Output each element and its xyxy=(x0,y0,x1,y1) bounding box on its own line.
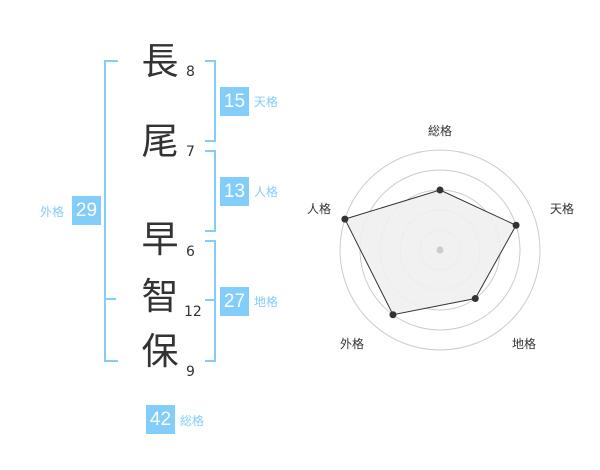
soukaku-value: 42 xyxy=(146,405,175,434)
gaikaku-bracket-tick xyxy=(104,298,116,300)
tenkaku-label: 天格 xyxy=(254,95,279,109)
jinkaku-bracket xyxy=(205,150,216,232)
gaikaku-value: 29 xyxy=(72,196,101,225)
jinkaku-value: 13 xyxy=(220,177,249,206)
radar-axis-label: 外格 xyxy=(340,337,365,351)
chikaku-label: 地格 xyxy=(254,295,279,309)
radar-axis-label: 総格 xyxy=(428,124,453,138)
stroke-count: 12 xyxy=(184,304,202,320)
radar-ring xyxy=(339,149,541,351)
radar-point xyxy=(471,295,479,303)
radar-axis-label: 天格 xyxy=(550,202,575,216)
radar-center xyxy=(436,246,444,254)
radar-axis-label: 地格 xyxy=(512,337,537,351)
name-char: 尾 xyxy=(141,120,179,163)
name-char: 長 xyxy=(141,40,179,83)
chikaku-bracket xyxy=(205,240,216,362)
chikaku-bracket-tick xyxy=(205,299,215,301)
stroke-count: 8 xyxy=(186,64,195,80)
gaikaku-label: 外格 xyxy=(40,205,65,219)
radar-area xyxy=(344,189,517,316)
stroke-count: 9 xyxy=(186,364,195,380)
tenkaku-bracket xyxy=(205,60,216,142)
gaikaku-bracket xyxy=(104,60,118,362)
stroke-count: 6 xyxy=(186,244,195,260)
radar-axis-label: 人格 xyxy=(307,202,332,216)
radar-point xyxy=(389,311,397,319)
chikaku-value: 27 xyxy=(220,287,249,316)
soukaku-label: 総格 xyxy=(180,414,205,428)
jinkaku-label: 人格 xyxy=(254,185,279,199)
name-char: 智 xyxy=(141,275,179,318)
name-char: 早 xyxy=(141,218,179,261)
tenkaku-value: 15 xyxy=(220,87,249,116)
name-char: 保 xyxy=(141,330,179,373)
radar-point xyxy=(512,221,520,229)
stroke-count: 7 xyxy=(186,144,195,160)
radar-point xyxy=(436,186,444,194)
radar-point xyxy=(341,215,349,223)
